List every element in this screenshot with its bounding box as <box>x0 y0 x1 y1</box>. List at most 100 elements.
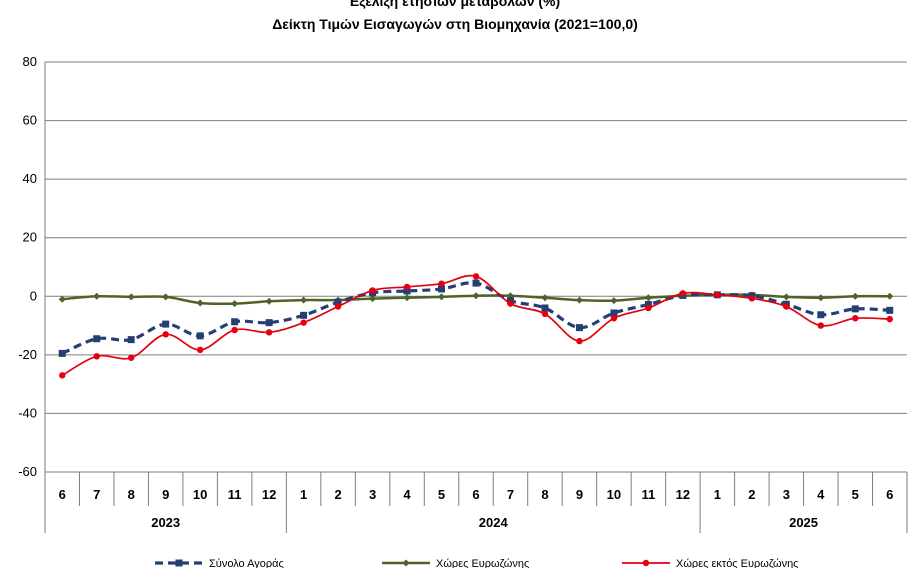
data-point <box>93 353 100 360</box>
legend-label: Χώρες εκτός Ευρωζώνης <box>676 558 799 568</box>
data-point <box>472 273 480 280</box>
legend-marker <box>175 559 183 567</box>
x-tick-label: 7 <box>93 487 100 502</box>
x-year-label: 2024 <box>479 515 509 530</box>
data-point <box>265 297 273 305</box>
data-point <box>403 287 411 295</box>
data-point <box>438 285 446 293</box>
data-point <box>93 335 101 343</box>
x-tick-label: 10 <box>607 487 621 502</box>
x-tick-label: 9 <box>162 487 169 502</box>
x-tick-label: 1 <box>714 487 721 502</box>
data-point <box>472 292 480 300</box>
x-tick-label: 12 <box>676 487 690 502</box>
data-point <box>403 283 411 291</box>
legend-marker <box>402 559 410 567</box>
data-point <box>300 311 308 319</box>
data-point <box>644 294 652 302</box>
data-point <box>886 315 893 323</box>
x-tick-label: 11 <box>228 487 242 502</box>
data-point <box>196 299 204 307</box>
x-tick-label: 4 <box>403 487 411 502</box>
series-line <box>61 274 890 377</box>
data-point <box>575 296 583 304</box>
data-point <box>334 303 342 310</box>
data-point <box>59 372 66 379</box>
data-point <box>231 326 238 334</box>
data-point <box>610 315 618 322</box>
data-point <box>438 280 445 287</box>
data-point <box>645 304 652 312</box>
data-point <box>817 322 824 329</box>
data-point <box>265 319 273 327</box>
data-point <box>300 319 307 326</box>
data-point <box>541 294 549 302</box>
chart-title: Εξέλιξη ετήσιων μεταβολών (%) <box>349 0 561 9</box>
y-tick-label: -20 <box>18 347 37 362</box>
y-tick-label: -60 <box>18 464 37 479</box>
x-tick-label: 4 <box>817 487 825 502</box>
data-point <box>196 332 204 340</box>
data-point <box>196 346 204 354</box>
x-tick-label: 3 <box>369 487 376 502</box>
x-tick-label: 6 <box>886 487 893 502</box>
data-point <box>507 300 514 307</box>
x-tick-label: 8 <box>128 487 135 502</box>
x-tick-label: 9 <box>576 487 583 502</box>
data-point <box>438 293 446 301</box>
x-year-label: 2025 <box>789 515 818 530</box>
data-point <box>369 295 377 303</box>
data-point <box>127 293 135 301</box>
data-point <box>265 329 273 336</box>
data-point <box>575 324 583 332</box>
x-tick-label: 12 <box>262 487 276 502</box>
x-tick-label: 5 <box>438 487 445 502</box>
data-point <box>472 279 480 287</box>
x-tick-label: 10 <box>193 487 207 502</box>
x-tick-label: 11 <box>642 487 656 502</box>
data-point <box>783 303 790 310</box>
data-point <box>679 290 687 297</box>
data-point <box>852 315 859 322</box>
data-point <box>162 320 170 328</box>
data-point <box>231 318 239 326</box>
data-point <box>886 306 894 314</box>
data-point <box>58 349 66 357</box>
x-tick-label: 8 <box>541 487 548 502</box>
data-point <box>886 292 894 300</box>
data-point <box>817 311 825 319</box>
data-point <box>300 296 308 304</box>
x-tick-label: 6 <box>472 487 479 502</box>
legend-marker <box>642 559 650 567</box>
data-point <box>369 287 376 294</box>
data-point <box>541 310 549 318</box>
data-point <box>644 300 652 308</box>
data-point <box>162 293 170 301</box>
x-tick-label: 3 <box>783 487 790 502</box>
x-tick-label: 2 <box>748 487 755 502</box>
x-year-label: 2023 <box>151 515 180 530</box>
data-point <box>851 305 859 313</box>
chart-subtitle: Δείκτη Τιμών Εισαγωγών στη Βιομηχανία (2… <box>272 16 638 32</box>
data-point <box>93 292 101 300</box>
data-point <box>127 336 135 344</box>
data-point <box>541 304 549 312</box>
data-point <box>576 337 583 345</box>
data-point <box>162 331 169 338</box>
data-point <box>610 297 618 305</box>
data-point <box>851 292 859 300</box>
data-point <box>58 295 66 303</box>
data-point <box>403 294 411 302</box>
data-point <box>817 294 825 302</box>
x-tick-label: 6 <box>59 487 66 502</box>
x-tick-label: 7 <box>507 487 514 502</box>
y-tick-label: 80 <box>23 54 37 69</box>
y-tick-label: 40 <box>23 171 37 186</box>
y-tick-label: 20 <box>23 230 37 245</box>
x-tick-label: 2 <box>334 487 341 502</box>
x-tick-label: 5 <box>852 487 859 502</box>
y-tick-label: -40 <box>18 405 37 420</box>
data-point <box>748 295 756 302</box>
data-point <box>231 300 239 308</box>
